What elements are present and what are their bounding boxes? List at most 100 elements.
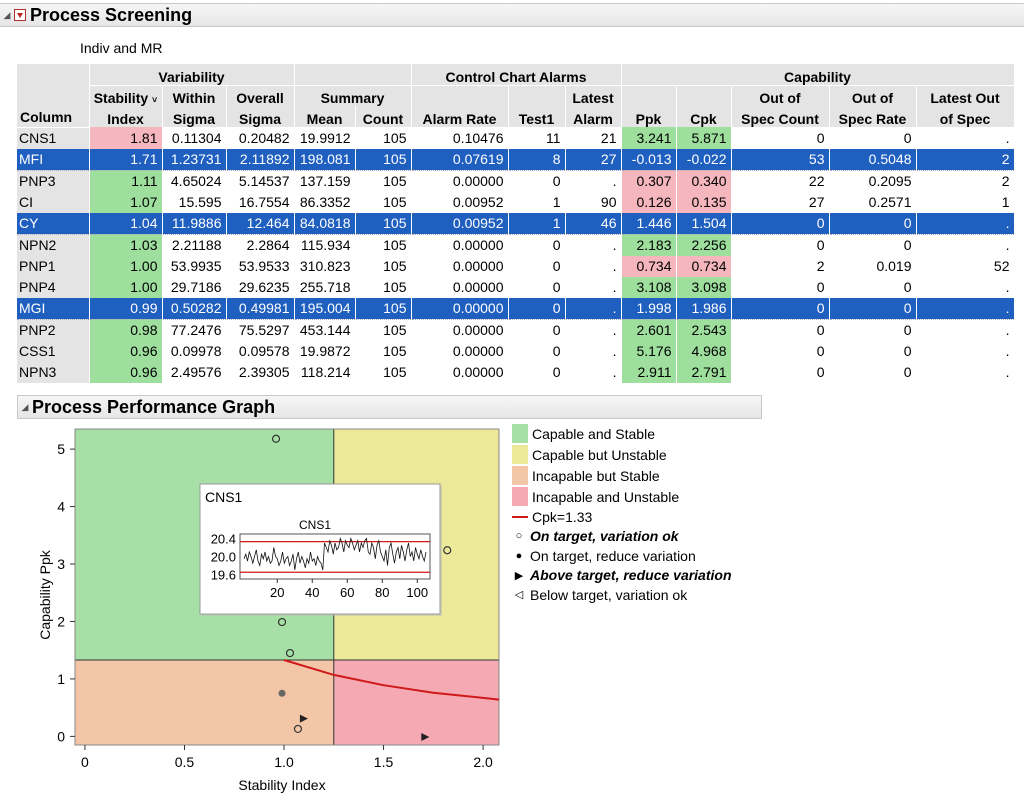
cell-oosc: 53 [731, 148, 830, 171]
cell-name: PNP2 [17, 319, 90, 341]
cell-lo: . [916, 276, 1015, 298]
cell-mean: 118.214 [294, 361, 356, 383]
cell-lo: 2 [916, 170, 1015, 192]
col-header-oosc[interactable]: Out of [731, 85, 830, 106]
y-axis-label: Capability Ppk [37, 549, 53, 639]
cell-cpk: 0.734 [676, 255, 732, 277]
col-header-oosr[interactable]: Out of [829, 85, 917, 106]
data-point [277, 617, 287, 627]
col-header-lo-2[interactable]: of Spec [916, 106, 1015, 127]
group-header-summary: Summary [294, 85, 412, 106]
legend-m4: ◁ Below target, variation ok [512, 585, 732, 605]
cell-within: 53.9935 [162, 255, 227, 277]
cell-test1: 0 [508, 255, 566, 277]
col-header-latest[interactable]: Latest [565, 85, 622, 106]
cell-lo: . [916, 340, 1015, 362]
col-header-ppk[interactable]: Ppk [621, 106, 677, 127]
cell-ppk: 2.911 [621, 361, 677, 383]
col-header-lo[interactable]: Latest Out [916, 85, 1015, 106]
table-row[interactable]: CI 1.07 15.595 16.7554 86.3352 105 0.00952 1 90 0… [17, 191, 1015, 213]
table-row[interactable]: CY 1.04 11.9886 12.464 84.0818 105 0.00952 1 46 1… [17, 212, 1015, 235]
cell-alarm: 0.00000 [411, 319, 509, 341]
cell-oosc: 22 [731, 170, 830, 192]
col-header-column[interactable]: Column [17, 64, 90, 128]
collapse-triangle-icon[interactable]: ◢ [21, 401, 29, 412]
col-header-count[interactable]: Count [355, 106, 412, 127]
cell-oosc: 2 [731, 255, 830, 277]
process-screening-header[interactable]: ◢ Process Screening [0, 3, 1024, 27]
col-header-test1-blank [508, 85, 566, 106]
collapse-triangle-icon[interactable]: ◢ [3, 9, 11, 20]
col-header-stability[interactable]: Stability ˅ [89, 85, 163, 106]
cell-alarm: 0.00952 [411, 191, 509, 213]
legend-swatch [512, 445, 528, 464]
legend-marker-label: Cpk=1.33 [532, 508, 593, 525]
red-menu-icon[interactable] [14, 9, 26, 21]
col-header-stability-2[interactable]: Index [89, 106, 163, 127]
col-header-test1[interactable]: Test1 [508, 106, 566, 127]
table-row[interactable]: MGI 0.99 0.50282 0.49981 195.004 105 0.00000 0.… [17, 297, 1015, 320]
table-row[interactable]: MFI 1.71 1.23731 2.11892 198.081 105 0.07619 8 2… [17, 148, 1015, 171]
col-header-overall[interactable]: Overall [226, 85, 295, 106]
y-tick-label: 2 [57, 613, 65, 629]
mini-x-tick-label: 40 [305, 585, 319, 600]
performance-graph-header[interactable]: ◢ Process Performance Graph [17, 395, 762, 419]
cell-oosr: 0 [829, 361, 917, 383]
table-row[interactable]: CNS1 1.81 0.11304 0.20482 19.9912 105 0.10476 1… [17, 127, 1015, 149]
cell-lo: 2 [916, 148, 1015, 171]
cell-lo: . [916, 127, 1015, 149]
table-row[interactable]: PNP1 1.00 53.9935 53.9533 310.823 105 0.00000 0… [17, 255, 1015, 277]
table-row[interactable]: NPN3 0.96 2.49576 2.39305 118.214 105 0.00000 0… [17, 361, 1015, 383]
table-row[interactable]: CSS1 0.96 0.09978 0.09578 19.9872 105 0.00000 0… [17, 340, 1015, 362]
col-header-oosr-2[interactable]: Spec Rate [829, 106, 917, 127]
x-tick-label: 0 [81, 754, 89, 770]
x-tick-label: 0.5 [175, 754, 195, 770]
group-header-control: Control Chart Alarms [411, 64, 622, 86]
cell-alarm: 0.00000 [411, 234, 509, 256]
open-circle-icon: ○ [515, 530, 523, 543]
x-axis-label: Stability Index [238, 777, 325, 793]
col-header-oosc-2[interactable]: Spec Count [731, 106, 830, 127]
cpk-curve [283, 659, 500, 701]
cell-alarm: 0.07619 [411, 148, 509, 171]
cell-oosc: 0 [731, 276, 830, 298]
cell-within: 0.09978 [162, 340, 227, 362]
table-row[interactable]: PNP4 1.00 29.7186 29.6235 255.718 105 0.00000 0… [17, 276, 1015, 298]
col-header-cpk[interactable]: Cpk [676, 106, 732, 127]
cell-name: CI [17, 191, 90, 213]
mini-x-tick-label: 20 [270, 585, 284, 600]
col-header-alarm[interactable]: Alarm Rate [411, 106, 509, 127]
cell-cpk: 5.871 [676, 127, 732, 149]
cell-ppk: -0.013 [621, 148, 677, 171]
cell-lo: 1 [916, 191, 1015, 213]
cell-overall: 0.09578 [226, 340, 295, 362]
data-point [278, 689, 286, 697]
table-row[interactable]: PNP3 1.11 4.65024 5.14537 137.159 105 0.00000 0… [17, 170, 1015, 192]
cell-overall: 2.2864 [226, 234, 295, 256]
cell-stab: 0.96 [89, 340, 163, 362]
table-row[interactable]: PNP2 0.98 77.2476 75.5297 453.144 105 0.00000 0… [17, 319, 1015, 341]
cell-overall: 53.9533 [226, 255, 295, 277]
performance-graph[interactable]: 0 0.5 1.0 1.5 2.0 0 1 2 3 4 5 Stability Index Capabi… [0, 420, 510, 796]
table-row[interactable]: NPN2 1.03 2.21188 2.2864 115.934 105 0.00000 0.… [17, 234, 1015, 256]
cell-lo: . [916, 361, 1015, 383]
region-incapable-unstable [333, 659, 499, 745]
cell-count: 105 [355, 212, 412, 235]
col-header-within[interactable]: Within [162, 85, 227, 106]
cell-latest: . [565, 170, 622, 192]
cell-mean: 255.718 [294, 276, 356, 298]
cell-name: PNP3 [17, 170, 90, 192]
cell-stab: 1.00 [89, 255, 163, 277]
data-point [299, 714, 308, 723]
subtitle: Indiv and MR [80, 40, 163, 56]
col-header-overall-2[interactable]: Sigma [226, 106, 295, 127]
cell-oosc: 0 [731, 319, 830, 341]
cell-overall: 12.464 [226, 212, 295, 235]
col-header-latest-2[interactable]: Alarm [565, 106, 622, 127]
cell-alarm: 0.00952 [411, 212, 509, 235]
col-header-within-2[interactable]: Sigma [162, 106, 227, 127]
cell-oosr: 0 [829, 212, 917, 235]
data-point [271, 434, 281, 443]
col-header-mean[interactable]: Mean [294, 106, 356, 127]
legend-m1: ○ On target, variation ok [512, 527, 732, 547]
